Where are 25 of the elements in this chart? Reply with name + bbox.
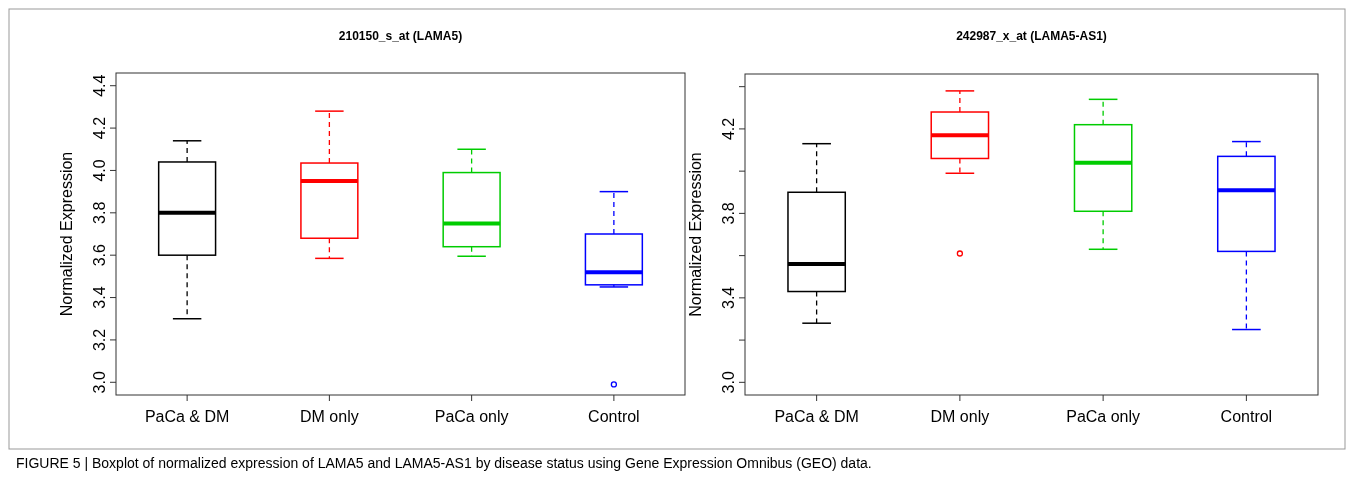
y-tick-label: 3.4	[720, 286, 737, 309]
y-tick-label: 3.0	[91, 371, 108, 394]
y-axis-title: Normalized Expression	[58, 151, 75, 317]
y-tick-label: 4.0	[91, 159, 108, 182]
x-tick-label: Control	[1220, 408, 1273, 425]
y-axis-title: Normalized Expression	[687, 152, 704, 317]
x-tick-label: PaCa & DM	[144, 408, 230, 425]
y-tick-label: 3.2	[91, 328, 108, 352]
x-tick-label: Control	[588, 408, 640, 425]
y-tick-label: 4.4	[91, 74, 108, 97]
y-tick-label: 3.6	[91, 243, 108, 267]
x-tick-label: DM only	[300, 408, 359, 425]
y-tick-label: 4.2	[720, 117, 737, 141]
x-tick-label: PaCa & DM	[774, 408, 859, 425]
y-tick-label: 3.0	[720, 371, 737, 394]
caption: FIGURE 5 | Boxplot of normalized expression of LAMA5 and LAMA5-AS1 by disease status using Gene Expression Omnibus (GEO) data.	[16, 455, 872, 471]
y-tick-label: 3.8	[91, 201, 108, 224]
x-tick-label: PaCa only	[434, 408, 509, 425]
chart-title: 242987_x_at (LAMA5-AS1)	[956, 29, 1107, 43]
x-tick-label: PaCa only	[1066, 408, 1141, 425]
y-tick-label: 3.8	[720, 202, 737, 225]
y-tick-label: 3.4	[91, 286, 108, 309]
chart-title: 210150_s_at (LAMA5)	[338, 29, 463, 43]
y-tick-label: 4.2	[91, 116, 108, 140]
x-tick-label: DM only	[930, 408, 990, 425]
